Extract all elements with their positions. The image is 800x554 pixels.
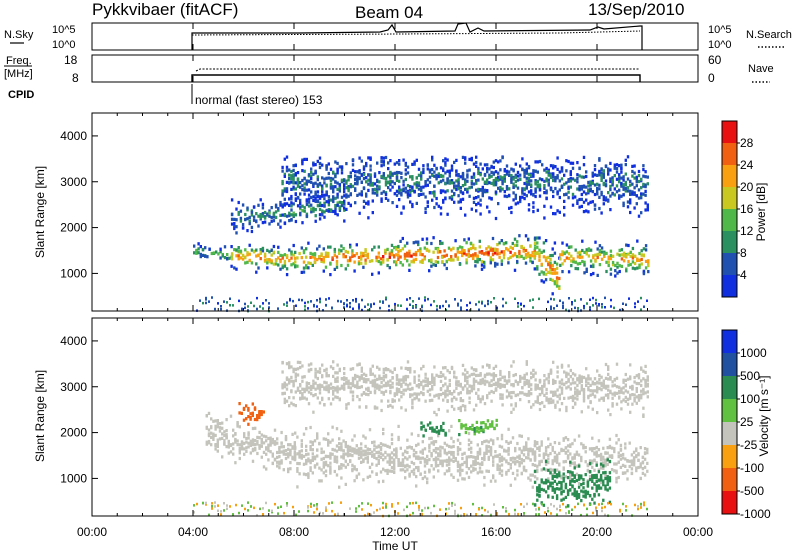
colorbar-swatch	[722, 491, 737, 515]
colorbar-tick-label: 20	[740, 180, 754, 194]
colorbar-swatch	[722, 330, 737, 354]
colorbar-swatch	[722, 376, 737, 400]
ytick-label: 4000	[60, 129, 87, 143]
colorbar-swatch	[722, 143, 737, 166]
colorbar-swatch	[722, 422, 737, 446]
colorbar-tick-label: 25	[740, 415, 754, 429]
xtick-label: 12:00	[380, 525, 410, 539]
colorbar-swatch	[722, 187, 737, 210]
nave-line	[195, 68, 640, 72]
colorbar-tick-label: 1000	[740, 346, 767, 360]
noise-right-tick-bottom: 10^0	[708, 39, 732, 51]
colorbar-swatch	[722, 209, 737, 232]
xtick-label: 16:00	[481, 525, 511, 539]
colorbar-tick-label: -100	[740, 461, 764, 475]
power-ylabel: Slant Range [km]	[33, 166, 47, 258]
colorbar-tick-label: -1000	[740, 507, 771, 521]
ytick-label: 3000	[60, 175, 87, 189]
xtick-label: 04:00	[178, 525, 208, 539]
colorbar-swatch	[722, 275, 737, 298]
cpid-program: normal (fast stereo) 153	[195, 93, 323, 107]
freq-left-tick-top: 18	[64, 53, 78, 67]
colorbar-tick-label: 500	[740, 369, 760, 383]
x-axis-label: Time UT	[372, 539, 418, 553]
xtick-label: 00:00	[683, 525, 713, 539]
noise-left-label: N.Sky	[4, 29, 34, 41]
date-title: 13/Sep/2010	[588, 0, 684, 19]
velocity-ylabel: Slant Range [km]	[33, 370, 47, 462]
power-panel: 1000 2000 3000 4000 Slant Range [km] 4 8 12 16…	[33, 112, 768, 313]
power-colorbar-label: Power [dB]	[754, 183, 768, 242]
cpid-label: CPID	[8, 89, 34, 101]
colorbar-tick-label: -500	[740, 484, 764, 498]
colorbar-tick-label: 28	[740, 136, 754, 150]
velocity-heatmap-cells	[193, 360, 649, 518]
ytick-label: 1000	[60, 471, 87, 485]
ytick-label: 4000	[60, 334, 87, 348]
colorbar-swatch	[722, 399, 737, 423]
radar-title: Pykkvibaer (fitACF)	[92, 0, 238, 19]
noise-right-label: N.Search	[746, 29, 792, 41]
colorbar-tick-label: 4	[740, 268, 747, 282]
colorbar-tick-label: 12	[740, 224, 754, 238]
colorbar-tick-label: 8	[740, 246, 747, 260]
xtick-label: 20:00	[582, 525, 612, 539]
freq-label-2: [MHz]	[4, 68, 33, 80]
colorbar-swatch	[722, 468, 737, 492]
noise-search-line	[191, 30, 641, 36]
velocity-panel: 1000 2000 3000 4000 Slant Range [km] 1000 50…	[33, 317, 771, 521]
ytick-label: 2000	[60, 221, 87, 235]
xtick-label: 08:00	[279, 525, 309, 539]
colorbar-swatch	[722, 445, 737, 469]
frequency-panel: Freq. [MHz] 18 8 60 0 Nave	[4, 53, 774, 85]
colorbar-swatch	[722, 353, 737, 377]
colorbar-tick-label: -25	[740, 438, 758, 452]
velocity-colorbar-label: Velocity [m s⁻¹]	[757, 375, 771, 456]
colorbar-swatch	[722, 121, 737, 144]
frequency-line	[191, 74, 641, 82]
noise-left-tick-bottom: 10^0	[52, 39, 76, 51]
colorbar-swatch	[722, 165, 737, 188]
colorbar-tick-label: 16	[740, 202, 754, 216]
xtick-label: 00:00	[77, 525, 107, 539]
noise-panel: N.Sky 10^5 10^0 10^5 10^0 N.Search	[4, 22, 792, 51]
noise-right-tick-top: 10^5	[708, 24, 732, 36]
ytick-label: 1000	[60, 266, 87, 280]
noise-left-tick-top: 10^5	[52, 24, 76, 36]
colorbar-tick-label: 24	[740, 158, 754, 172]
colorbar-tick-label: 100	[740, 392, 760, 406]
noise-sky-line	[191, 22, 643, 50]
freq-right-tick-top: 60	[708, 53, 722, 67]
freq-label-1: Freq.	[6, 55, 32, 67]
freq-right-tick-bottom: 0	[708, 71, 715, 85]
colorbar-swatch	[722, 231, 737, 254]
freq-left-tick-bottom: 8	[72, 71, 79, 85]
power-heatmap-cells	[193, 155, 650, 313]
ytick-label: 3000	[60, 380, 87, 394]
beam-title: Beam 04	[355, 3, 423, 22]
ytick-label: 2000	[60, 426, 87, 440]
colorbar-swatch	[722, 253, 737, 276]
nave-label: Nave	[748, 63, 774, 75]
